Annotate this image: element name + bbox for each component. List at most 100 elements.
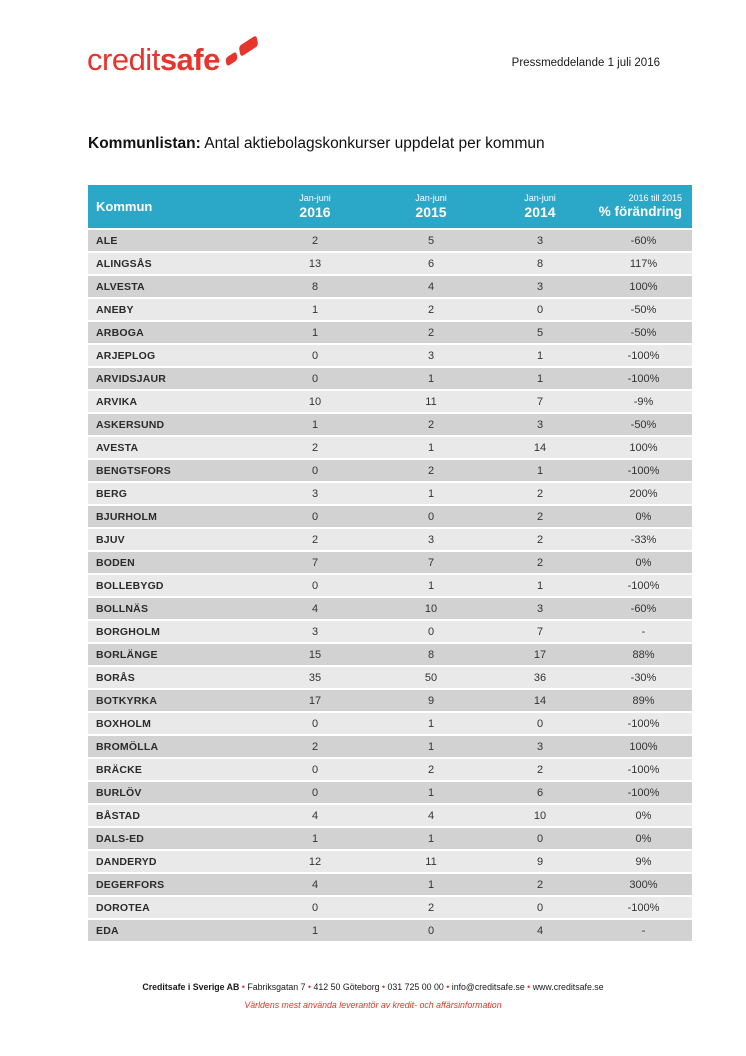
value-2014-cell: 0 <box>536 901 544 914</box>
column-header-period-label: Jan-juni <box>524 192 556 203</box>
change-cell: -100% <box>627 464 660 477</box>
change-cell: 100% <box>629 441 658 454</box>
value-2016-cell: 1 <box>311 832 319 845</box>
kommun-cell: BODEN <box>96 556 135 569</box>
kommun-cell: BRÄCKE <box>96 763 143 776</box>
footer-company-name: Creditsafe i Sverige AB <box>142 982 240 992</box>
kommun-cell: AVESTA <box>96 441 139 454</box>
table-row: AVESTA 2 1 14 100% <box>88 437 692 458</box>
value-2015-cell: 1 <box>427 579 435 592</box>
value-2014-cell: 2 <box>536 763 544 776</box>
change-cell: 89% <box>632 694 655 707</box>
table-row: EDA 1 0 4 - <box>88 920 692 941</box>
table-row: BÅSTAD 4 4 10 0% <box>88 805 692 826</box>
change-cell: -9% <box>633 395 654 408</box>
footer-segment: info@creditsafe.se <box>451 982 525 992</box>
change-cell: 117% <box>629 257 658 270</box>
kommun-cell: BENGTSFORS <box>96 464 171 477</box>
change-cell: 88% <box>632 648 655 661</box>
logo-text-credit: credit <box>87 42 160 77</box>
logo-text-safe: safe <box>159 42 221 77</box>
value-2016-cell: 8 <box>311 280 319 293</box>
change-cell: -60% <box>630 602 657 615</box>
column-header-change: 2016 till 2015 % förändring <box>595 185 692 228</box>
change-cell: 9% <box>635 855 652 868</box>
table-row: ARVIDSJAUR 0 1 1 -100% <box>88 368 692 389</box>
change-cell: - <box>641 924 646 937</box>
kommun-cell: ALVESTA <box>96 280 145 293</box>
value-2014-cell: 0 <box>536 832 544 845</box>
title-rest: Antal aktiebolagskonkurser uppdelat per … <box>200 135 545 152</box>
column-header-jan-juni-2014: Jan-juni 2014 <box>485 185 595 228</box>
value-2014-cell: 5 <box>536 326 544 339</box>
value-2015-cell: 4 <box>427 809 435 822</box>
kommun-cell: ARBOGA <box>96 326 144 339</box>
value-2016-cell: 15 <box>308 648 322 661</box>
value-2015-cell: 1 <box>427 832 435 845</box>
value-2015-cell: 50 <box>424 671 438 684</box>
value-2016-cell: 13 <box>308 257 322 270</box>
column-header-year-label: 2014 <box>524 203 556 220</box>
value-2015-cell: 10 <box>424 602 438 615</box>
kommun-cell: ALE <box>96 234 118 247</box>
value-2016-cell: 0 <box>311 372 319 385</box>
change-cell: -33% <box>630 533 657 546</box>
value-2016-cell: 2 <box>311 740 319 753</box>
value-2014-cell: 1 <box>536 372 544 385</box>
change-cell: 300% <box>629 878 658 891</box>
kommun-cell: ARVIDSJAUR <box>96 372 167 385</box>
table-row: DEGERFORS 4 1 2 300% <box>88 874 692 895</box>
kommun-cell: BOLLEBYGD <box>96 579 164 592</box>
value-2014-cell: 1 <box>536 579 544 592</box>
creditsafe-logo: creditsafe <box>87 34 262 78</box>
table-row: BRÄCKE 0 2 2 -100% <box>88 759 692 780</box>
value-2014-cell: 3 <box>536 280 544 293</box>
value-2014-cell: 36 <box>533 671 547 684</box>
value-2014-cell: 2 <box>536 878 544 891</box>
table-body: ALE 2 5 3 -60% ALINGSÅS 13 6 8 117% ALVESTA 8 4 3 100%… <box>88 230 692 941</box>
change-cell: -50% <box>630 326 657 339</box>
change-cell: -100% <box>627 349 660 362</box>
kommun-cell: BÅSTAD <box>96 809 141 822</box>
kommun-cell: BORGHOLM <box>96 625 161 638</box>
table-row: ALVESTA 8 4 3 100% <box>88 276 692 297</box>
table-row: BOLLNÄS 4 10 3 -60% <box>88 598 692 619</box>
kommun-table: Kommun Jan-juni 2016 Jan-juni 2015 Jan-j… <box>88 185 692 943</box>
kommun-cell: BOXHOLM <box>96 717 152 730</box>
column-header-period-label: 2016 till 2015 <box>628 193 682 203</box>
value-2015-cell: 1 <box>427 878 435 891</box>
kommun-cell: BORLÄNGE <box>96 648 158 661</box>
change-cell: -50% <box>630 303 657 316</box>
change-cell: -50% <box>630 418 657 431</box>
value-2015-cell: 1 <box>427 717 435 730</box>
value-2015-cell: 1 <box>427 786 435 799</box>
value-2014-cell: 0 <box>536 303 544 316</box>
table-row: ANEBY 1 2 0 -50% <box>88 299 692 320</box>
value-2016-cell: 2 <box>311 533 319 546</box>
value-2014-cell: 10 <box>533 809 547 822</box>
press-release-date: Pressmeddelande 1 juli 2016 <box>511 57 660 69</box>
table-row: BOXHOLM 0 1 0 -100% <box>88 713 692 734</box>
table-row: BORLÄNGE 15 8 17 88% <box>88 644 692 665</box>
change-cell: -100% <box>627 717 660 730</box>
column-header-year-label: 2015 <box>415 203 447 220</box>
value-2015-cell: 2 <box>427 901 435 914</box>
footer-tagline: Världens mest använda leverantör av kred… <box>244 1000 502 1010</box>
value-2016-cell: 2 <box>311 441 319 454</box>
kommun-cell: BJURHOLM <box>96 510 158 523</box>
kommun-cell: ARJEPLOG <box>96 349 156 362</box>
value-2016-cell: 0 <box>311 464 319 477</box>
table-row: ARVIKA 10 11 7 -9% <box>88 391 692 412</box>
change-cell: 200% <box>629 487 658 500</box>
page-title: Kommunlistan: Antal aktiebolagskonkurser… <box>88 135 545 153</box>
creditsafe-flag-icon <box>222 34 262 73</box>
value-2014-cell: 14 <box>533 441 547 454</box>
footer-segment: www.creditsafe.se <box>532 982 604 992</box>
change-cell: -100% <box>627 763 660 776</box>
table-row: ALINGSÅS 13 6 8 117% <box>88 253 692 274</box>
value-2016-cell: 0 <box>311 579 319 592</box>
table-row: DALS-ED 1 1 0 0% <box>88 828 692 849</box>
value-2014-cell: 7 <box>536 625 544 638</box>
footer-segment: 031 725 00 00 <box>387 982 444 992</box>
value-2016-cell: 3 <box>311 487 319 500</box>
